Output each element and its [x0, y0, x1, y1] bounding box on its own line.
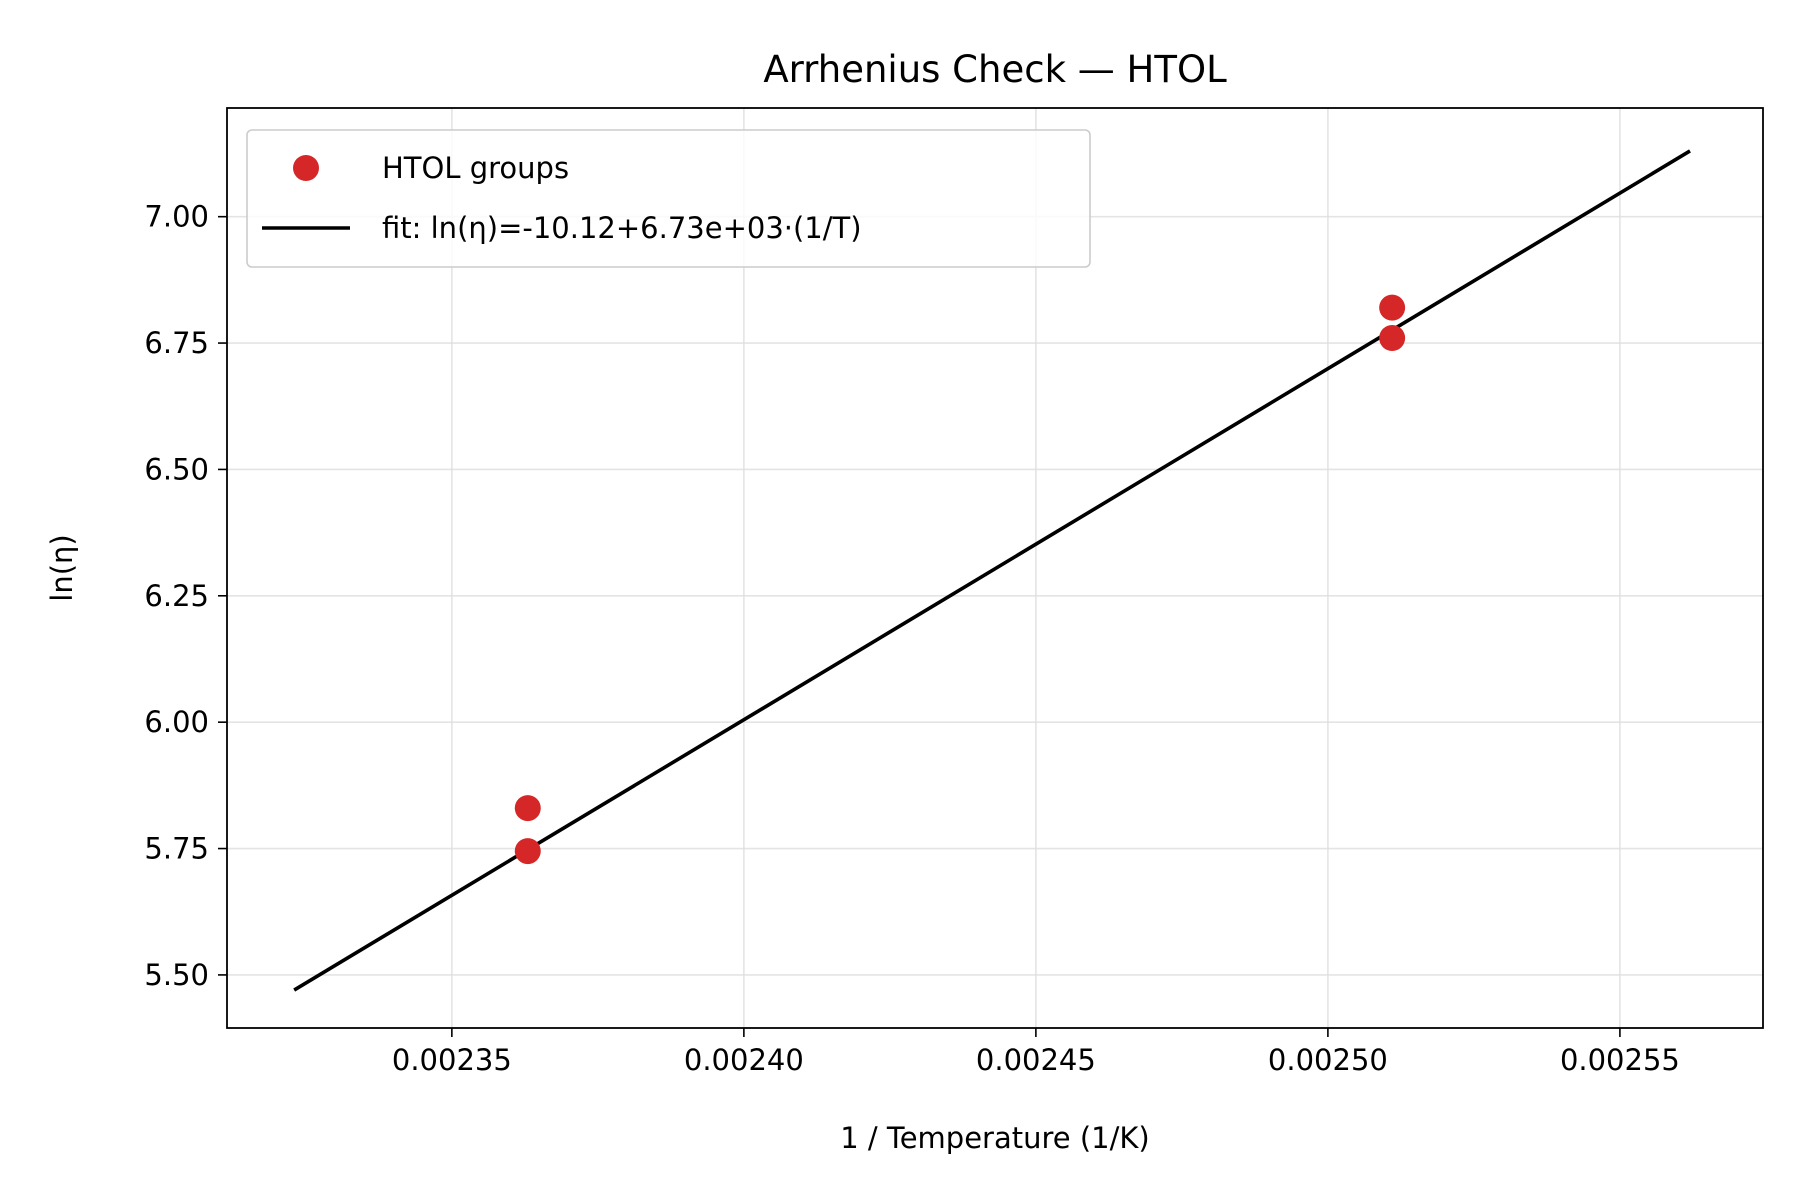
data-point [514, 795, 541, 822]
legend-box [246, 129, 1091, 268]
y-tick-label: 6.00 [144, 705, 209, 739]
y-tick-label: 6.50 [144, 452, 209, 486]
y-tick-label: 5.50 [144, 958, 209, 992]
plot-series [293, 149, 1691, 992]
y-tick-label: 7.00 [144, 200, 209, 234]
y-tick-label: 6.25 [144, 579, 209, 613]
data-point [514, 838, 541, 865]
y-tick-label: 6.75 [144, 326, 209, 360]
plot-frame [226, 107, 1764, 1029]
x-tick-label: 0.00240 [684, 1043, 804, 1077]
axis-ticks: 0.00235 0.00240 0.00245 0.00250 0.00255 5.50 5… [144, 200, 1679, 1077]
chart-title: Arrhenius Check — HTOL [763, 48, 1227, 91]
fit-line [293, 149, 1691, 992]
y-tick-label: 5.75 [144, 832, 209, 866]
legend: HTOL groups fit: ln(η)=-10.12+6.73e+03·(1… [246, 129, 1091, 268]
x-tick-label: 0.00250 [1268, 1043, 1388, 1077]
x-tick-label: 0.00245 [976, 1043, 1096, 1077]
data-point [1379, 325, 1406, 351]
legend-label: fit: ln(η)=-10.12+6.73e+03·(1/T) [382, 211, 862, 245]
data-point [1379, 294, 1406, 321]
y-axis-label: ln(η) [45, 534, 79, 601]
legend-marker-scatter [293, 155, 319, 181]
x-tick-label: 0.00255 [1560, 1043, 1680, 1077]
x-tick-label: 0.00235 [392, 1043, 512, 1077]
x-axis-label: 1 / Temperature (1/K) [840, 1121, 1149, 1155]
legend-label: HTOL groups [382, 151, 569, 185]
